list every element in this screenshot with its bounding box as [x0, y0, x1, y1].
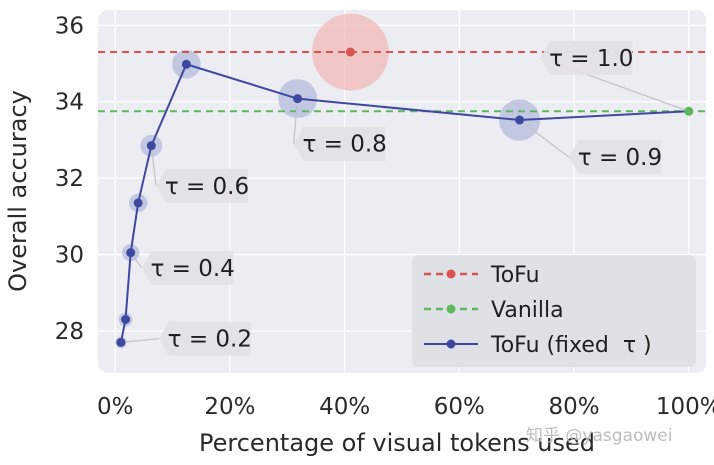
x-tick-label: 40%	[319, 394, 370, 420]
annotation-label: τ = 0.8	[302, 132, 386, 158]
legend-tofu-fixed-label: ToFu (fixed τ )	[490, 333, 652, 358]
tofu-fixed-point	[181, 59, 191, 69]
tofu-fixed-point	[515, 115, 525, 125]
x-axis-ticks: 0% 20% 40% 60% 80% 100%	[97, 394, 714, 420]
x-tick-label: 100%	[656, 394, 714, 420]
y-axis-label: Overall accuracy	[4, 90, 32, 292]
legend-vanilla-label: Vanilla	[491, 298, 564, 323]
annotation-connector	[120, 337, 159, 344]
legend-tofu-fixed-marker	[446, 339, 456, 349]
annotation-box	[540, 40, 633, 75]
legend-box	[412, 255, 696, 367]
x-tick-label: 20%	[204, 394, 255, 420]
annotation-connector	[150, 145, 157, 186]
annotations: τ = 0.2 τ = 0.4 τ = 0.6 τ = 0.8 τ = 0.9 τ = 1…	[141, 40, 662, 356]
legend-tofu-label: ToFu	[490, 263, 540, 288]
annotation-label: τ = 1.0	[549, 46, 633, 72]
y-axis-ticks: 28 30 32 34 36	[55, 13, 84, 345]
y-tick-label: 32	[55, 166, 84, 192]
y-tick-label: 36	[55, 13, 84, 39]
annotation-box	[158, 321, 251, 356]
tofu-fixed-point	[126, 248, 136, 258]
annotation-connector	[519, 119, 570, 158]
tofu-point	[345, 47, 355, 57]
annotation-connector	[292, 98, 299, 144]
legend-vanilla-marker	[446, 304, 456, 314]
watermark: 知乎 @yasgaowei	[526, 426, 672, 446]
x-tick-label: 80%	[549, 394, 600, 420]
y-tick-label: 34	[55, 90, 84, 116]
tofu-fixed-point	[293, 94, 303, 104]
annotation-box	[155, 168, 248, 203]
tofu-fixed-point	[146, 141, 156, 151]
annotation-box	[141, 250, 234, 285]
tofu-fixed-point	[133, 198, 143, 208]
annotation-box	[568, 140, 661, 175]
x-tick-label: 0%	[97, 394, 134, 420]
annotation-label: τ = 0.6	[165, 174, 249, 200]
annotation-label: τ = 0.2	[168, 327, 252, 353]
legend: ToFu Vanilla ToFu (fixed τ )	[412, 255, 696, 367]
x-tick-label: 60%	[434, 394, 485, 420]
tofu-fixed-point	[116, 337, 126, 347]
markers	[116, 47, 694, 347]
legend-tofu-marker	[446, 269, 456, 279]
vanilla-point	[684, 106, 694, 116]
annotation-box	[293, 126, 386, 161]
x-axis-label: Percentage of visual tokens used	[199, 429, 595, 457]
y-tick-label: 30	[55, 243, 84, 269]
annotation-label: τ = 0.4	[150, 256, 234, 282]
annotation-label: τ = 0.9	[578, 145, 662, 171]
tofu-fixed-point	[121, 315, 131, 325]
y-tick-label: 28	[55, 319, 84, 345]
